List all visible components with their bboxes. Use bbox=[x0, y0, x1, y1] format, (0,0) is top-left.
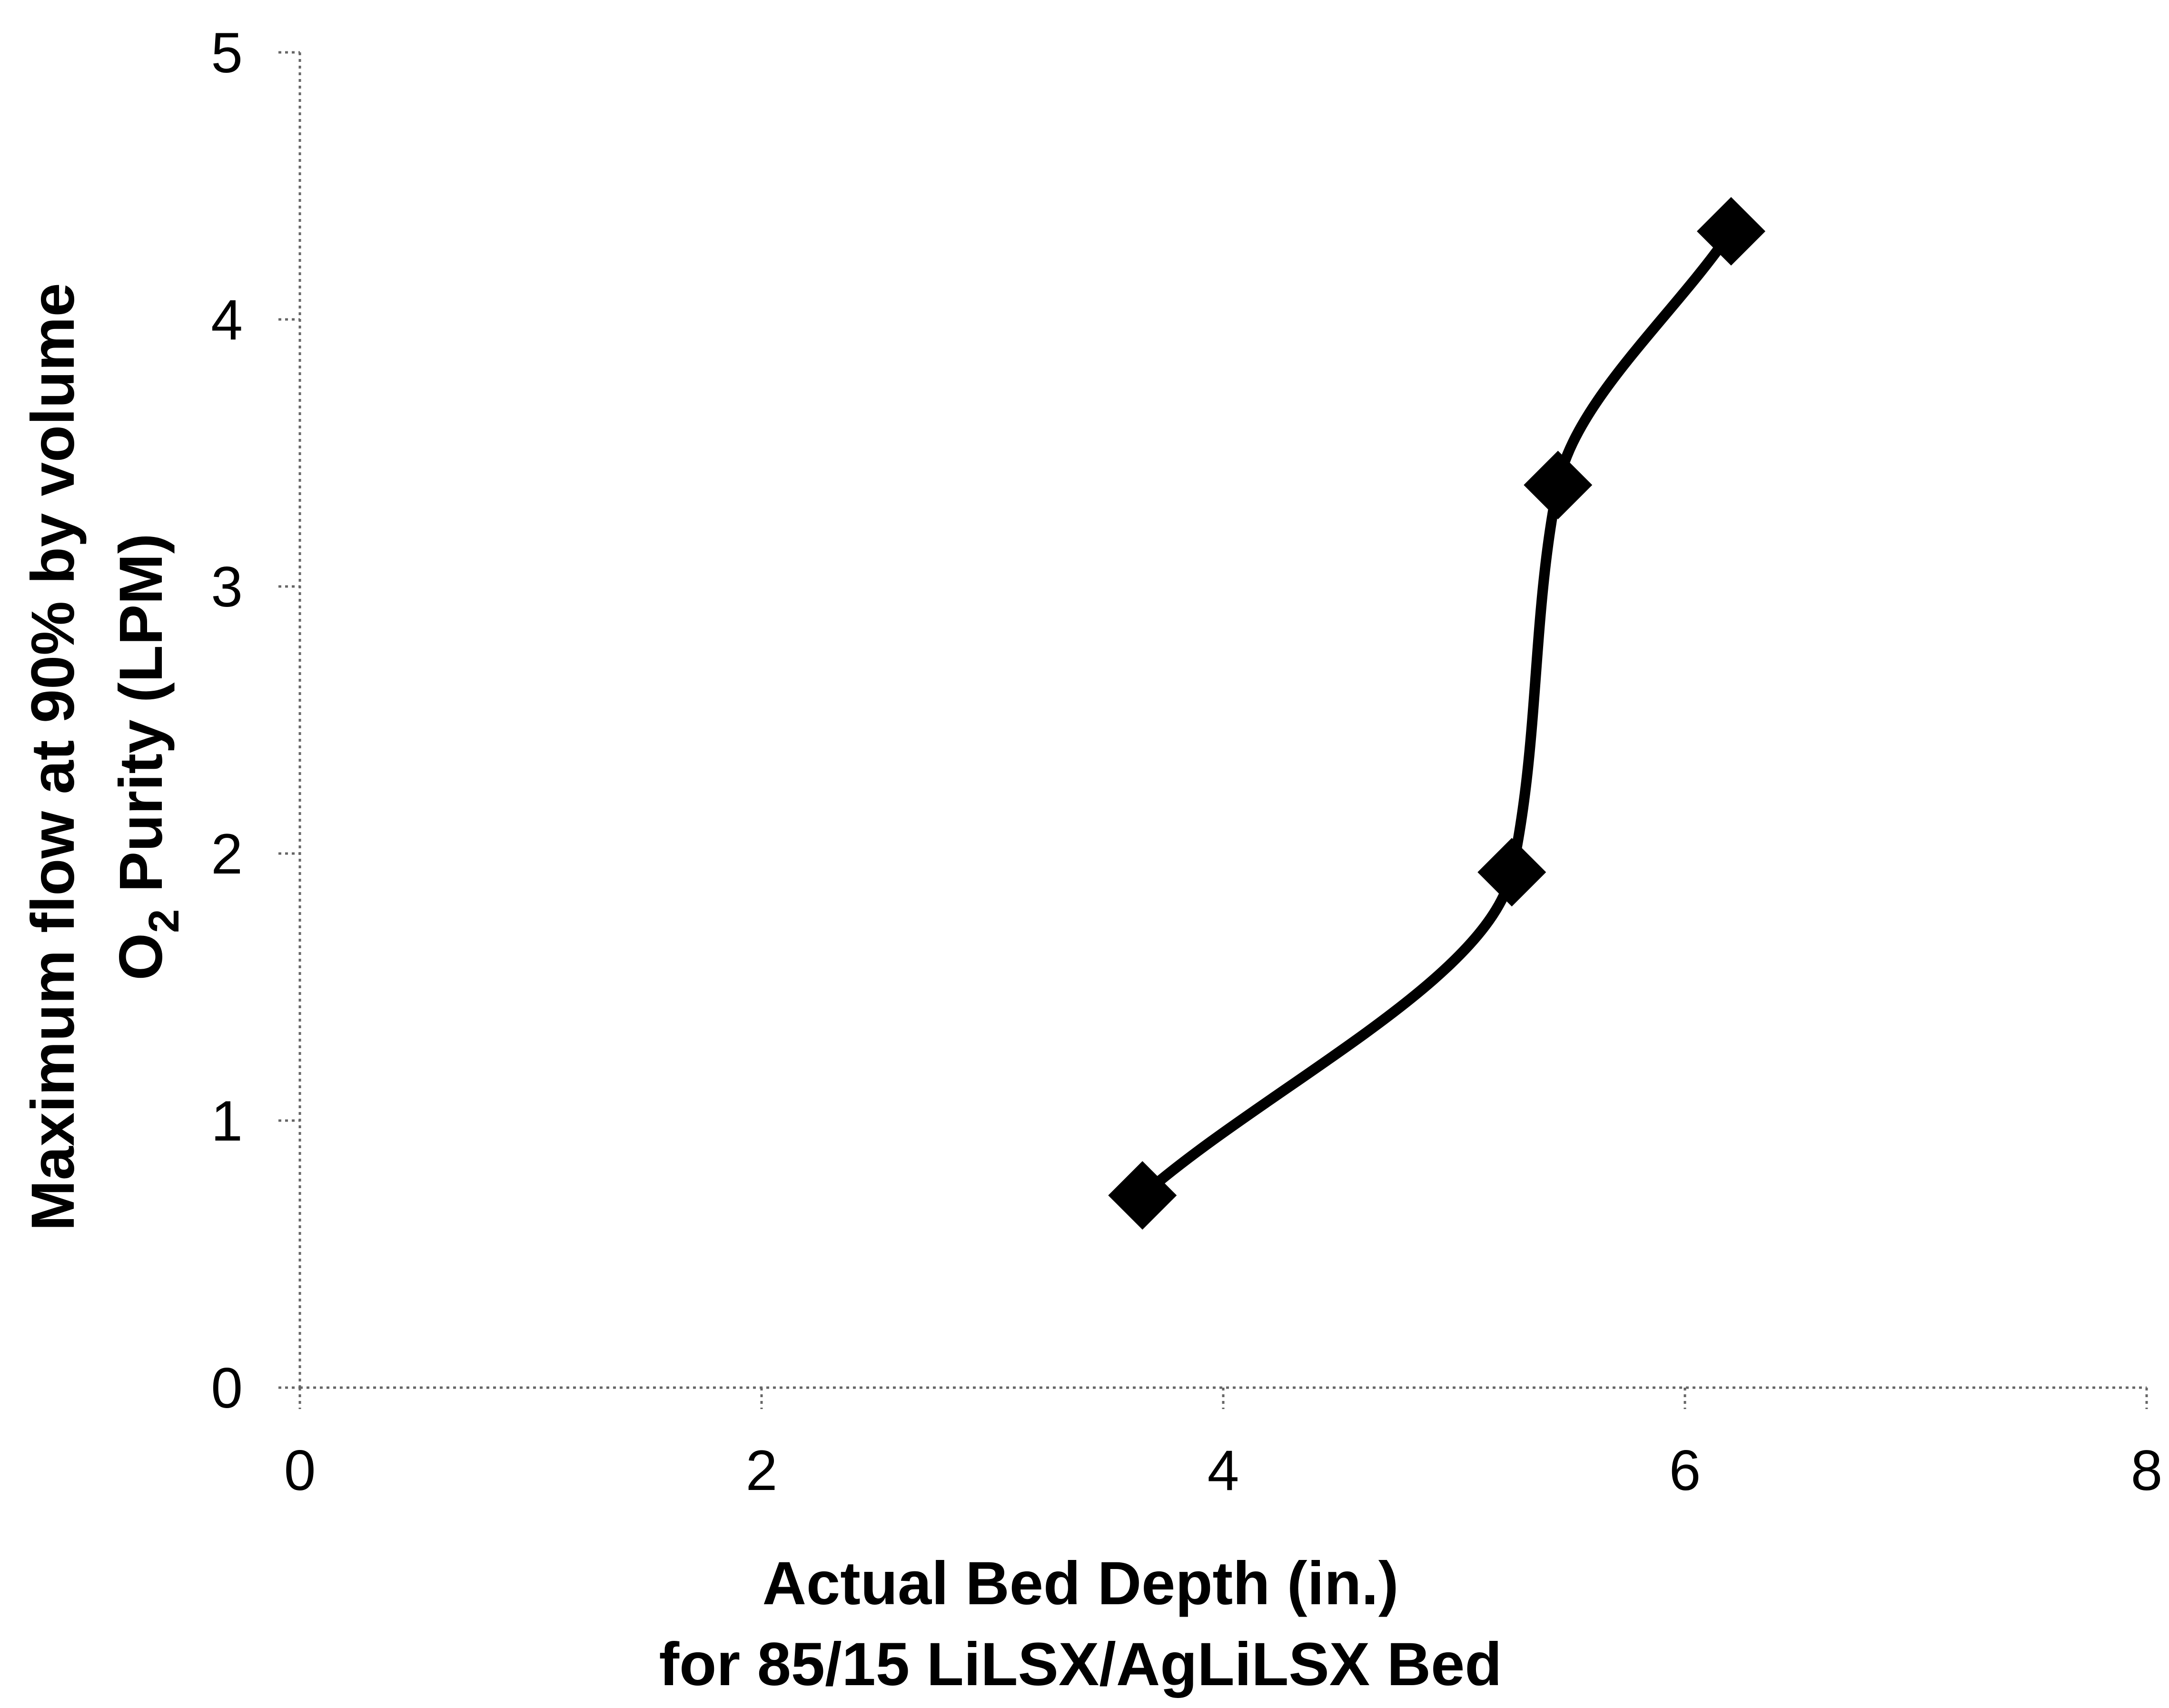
series-area bbox=[1108, 197, 1765, 1230]
axes bbox=[278, 51, 2148, 1409]
y-tick-label: 2 bbox=[211, 822, 243, 886]
x-tick-label: 2 bbox=[746, 1439, 778, 1502]
data-point bbox=[1697, 197, 1765, 266]
y-axis-title-subscript: 2 bbox=[140, 909, 188, 933]
y-tick-label: 3 bbox=[211, 555, 243, 619]
series-line bbox=[1137, 226, 1736, 1201]
y-axis-title-line-1: Maximum flow at 90% by volume bbox=[19, 283, 87, 1231]
y-tick-label: 1 bbox=[211, 1089, 243, 1153]
y-tick-label: 4 bbox=[211, 288, 243, 352]
x-axis-title-line-2: for 85/15 LiLSX/AgLiLSX Bed bbox=[659, 1630, 1502, 1698]
y-tick-label: 0 bbox=[211, 1356, 243, 1420]
data-point bbox=[1108, 1161, 1177, 1230]
x-tick-label: 0 bbox=[284, 1439, 316, 1502]
x-axis-title-line-1: Actual Bed Depth (in.) bbox=[763, 1549, 1399, 1618]
x-tick-label: 4 bbox=[1208, 1439, 1239, 1502]
y-axis-title: Maximum flow at 90% by volume O2 Purity … bbox=[19, 283, 188, 1231]
data-point bbox=[1477, 838, 1546, 907]
y-tick-label: 5 bbox=[211, 21, 243, 85]
x-tick-label: 8 bbox=[2131, 1439, 2163, 1502]
y-axis-title-rest: Purity (LPM) bbox=[107, 534, 175, 909]
tick-labels: 0 2 4 6 8 0 1 2 3 4 5 bbox=[211, 21, 2162, 1502]
y-axis-title-o: O bbox=[107, 933, 175, 981]
x-tick-label: 6 bbox=[1669, 1439, 1701, 1502]
data-point bbox=[1524, 450, 1593, 519]
y-axis-title-line-2: O2 Purity (LPM) bbox=[107, 534, 188, 981]
